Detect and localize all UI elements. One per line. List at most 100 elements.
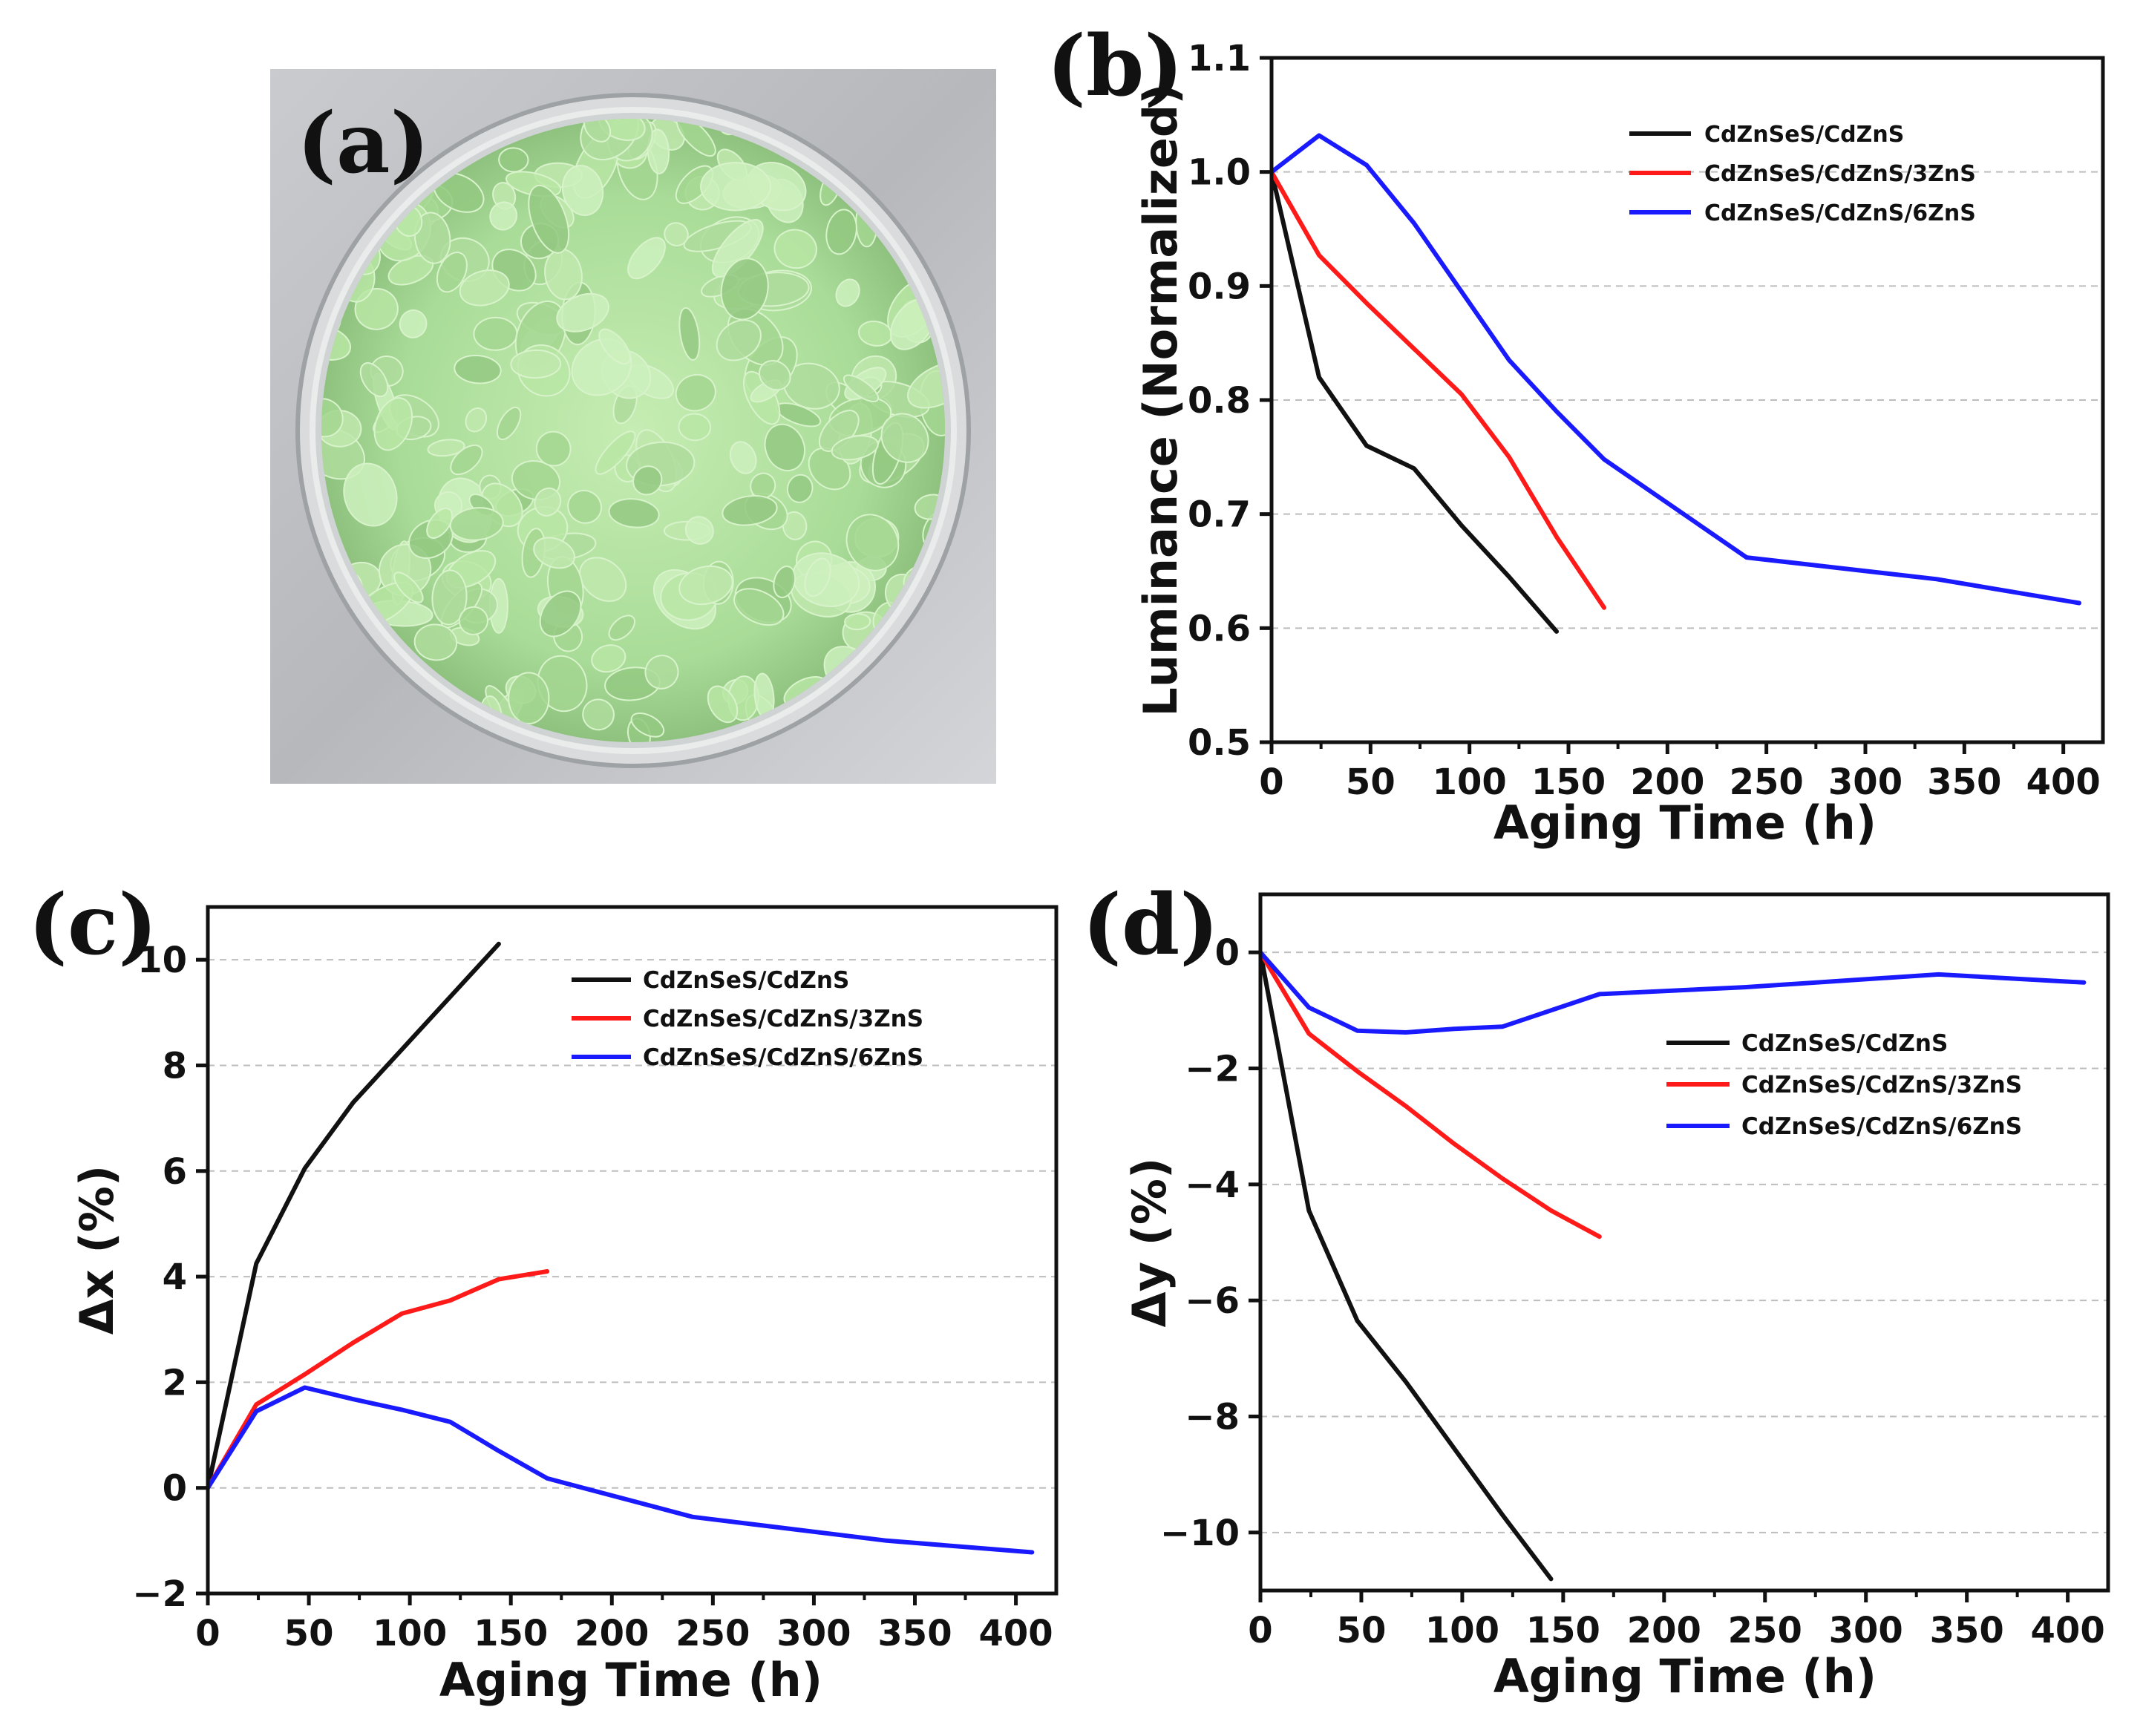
x-tick-label: 350	[1930, 1610, 2004, 1651]
granule	[459, 269, 510, 307]
granule	[413, 623, 458, 661]
x-tick-label: 200	[1627, 1610, 1701, 1651]
series-line-d-0	[1258, 950, 1554, 1582]
granule	[465, 407, 488, 433]
granule	[426, 508, 454, 539]
x-tick-label: 350	[1927, 761, 2001, 803]
granule	[711, 219, 764, 278]
chart-d-delta-y: 0 50 100 150 200 250 300 350 400 −10 −8 −6 −4 −2 0 Agin…	[1122, 892, 2110, 1703]
x-tick-label: 100	[1433, 761, 1507, 803]
granule	[786, 474, 814, 503]
x-tick-label: 250	[1728, 1610, 1802, 1651]
granule	[720, 258, 769, 321]
granule	[608, 498, 660, 528]
y-tick-label: 0.6	[1188, 608, 1251, 649]
y-tick-label: −10	[1160, 1513, 1240, 1554]
granule	[508, 672, 550, 725]
granule	[684, 516, 714, 545]
granule	[533, 537, 575, 569]
y-axis-title: Δx (%)	[70, 1165, 124, 1334]
x-tick-label: 0	[1259, 761, 1283, 803]
x-tick-label: 100	[373, 1613, 447, 1654]
y-tick-label: 10	[137, 940, 187, 981]
granule	[359, 362, 389, 398]
x-axis-title: Aging Time (h)	[439, 1653, 822, 1707]
legend-label: CdZnSeS/CdZnS	[643, 967, 849, 994]
legend-label: CdZnSeS/CdZnS	[1741, 1030, 1948, 1057]
granule	[825, 209, 857, 255]
granule	[843, 374, 880, 402]
x-tick-label: 400	[978, 1613, 1053, 1654]
granule	[845, 514, 900, 571]
granule	[835, 278, 860, 307]
granule	[582, 698, 615, 731]
granule	[458, 606, 488, 635]
legend-label: CdZnSeS/CdZnS/3ZnS	[1741, 1072, 2022, 1098]
y-tick-label: −2	[132, 1573, 187, 1615]
x-tick-label: 150	[1531, 761, 1606, 803]
granule	[773, 566, 796, 598]
y-tick-label: −6	[1185, 1280, 1240, 1322]
granule	[498, 147, 529, 173]
granule	[393, 571, 424, 603]
granule	[556, 292, 609, 333]
plot-frame	[206, 905, 1059, 1596]
y-tick-label: 0	[163, 1468, 187, 1510]
granule	[844, 613, 871, 631]
y-tick-label: 0.9	[1188, 266, 1251, 307]
x-tick-label: 350	[877, 1613, 952, 1654]
granule	[678, 307, 701, 361]
granule	[907, 361, 945, 409]
x-tick-label: 50	[1337, 1610, 1387, 1651]
series-line-d-2	[1258, 950, 2087, 1035]
y-tick-label: 1.1	[1188, 38, 1251, 79]
x-tick-label: 250	[675, 1613, 750, 1654]
x-tick-label: 0	[1248, 1610, 1272, 1651]
granule	[678, 565, 733, 606]
series-line-b-2	[1269, 133, 2081, 606]
granule	[644, 655, 679, 690]
x-tick-label: 150	[474, 1613, 548, 1654]
legend-label: CdZnSeS/CdZnS/6ZnS	[643, 1044, 923, 1071]
x-tick-label: 250	[1730, 761, 1804, 803]
y-tick-label: 0.7	[1188, 494, 1251, 536]
legend-label: CdZnSeS/CdZnS/3ZnS	[1704, 161, 1976, 187]
series-line-c-2	[206, 1385, 1035, 1555]
legend-label: CdZnSeS/CdZnS/3ZnS	[643, 1006, 923, 1032]
granule	[510, 349, 562, 379]
series-line-d-1	[1258, 950, 1602, 1239]
granule	[880, 413, 929, 463]
panel-label-a: (a)	[297, 95, 430, 192]
x-tick-label: 0	[195, 1613, 220, 1654]
granule	[534, 487, 562, 517]
y-tick-label: 1.0	[1188, 152, 1251, 194]
granule	[675, 373, 716, 412]
legend-label: CdZnSeS/CdZnS/6ZnS	[1704, 200, 1976, 226]
granule	[427, 439, 465, 457]
granule	[321, 398, 344, 438]
granule	[598, 328, 631, 365]
x-tick-label: 300	[1828, 761, 1902, 803]
granule	[733, 588, 785, 626]
x-tick-label: 150	[1526, 1610, 1600, 1651]
y-axis-title: Luminance (Normalized)	[1133, 83, 1188, 716]
granule	[567, 489, 603, 524]
granule	[399, 309, 428, 338]
x-tick-label: 300	[776, 1613, 851, 1654]
granule	[647, 128, 670, 174]
y-tick-label: 6	[163, 1151, 187, 1193]
granule	[413, 212, 451, 264]
y-tick-label: 0	[1215, 932, 1240, 974]
legend-label: CdZnSeS/CdZnS/6ZnS	[1741, 1113, 2022, 1140]
y-tick-label: −2	[1185, 1049, 1240, 1090]
granule	[496, 406, 522, 441]
granule	[716, 319, 762, 361]
granule	[595, 430, 636, 475]
y-tick-label: −4	[1185, 1165, 1240, 1206]
granule	[591, 644, 626, 673]
y-tick-label: 8	[163, 1045, 187, 1087]
granule	[782, 511, 808, 540]
series-line-b-1	[1269, 169, 1606, 610]
